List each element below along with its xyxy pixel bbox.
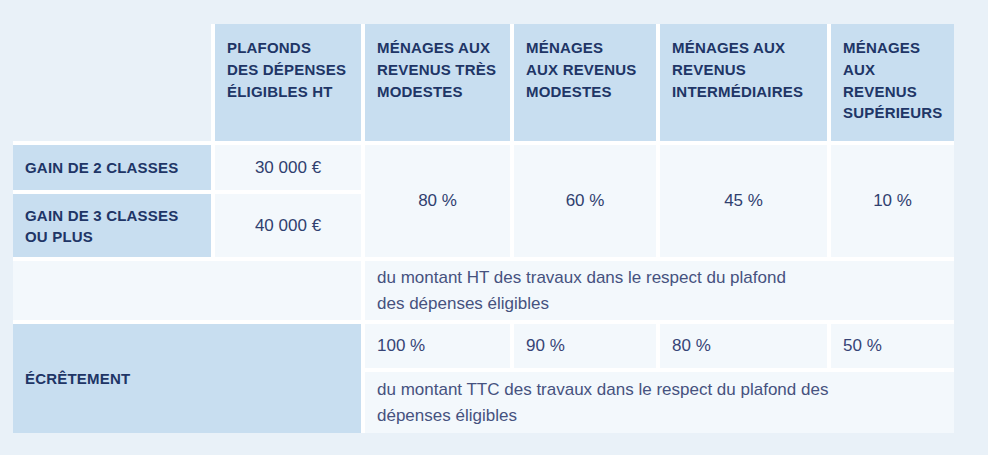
col-header-revenus-intermediaires: MÉNAGES AUX REVENUS INTERMÉDIAIRES	[658, 24, 829, 143]
row-header-ecretement: ÉCRÊTEMENT	[13, 322, 363, 433]
note-montant-ht: du montant HT des travaux dans le respec…	[363, 259, 954, 322]
header-row: PLAFONDS DES DÉPENSES ÉLIGIBLES HT MÉNAG…	[13, 24, 954, 143]
col-header-revenus-superieurs: MÉNAGES AUX REVENUS SUPÉRIEURS	[829, 24, 954, 143]
cell-ecretement-modestes: 90 %	[512, 322, 658, 370]
page: PLAFONDS DES DÉPENSES ÉLIGIBLES HT MÉNAG…	[0, 0, 988, 455]
cell-rate-superieurs: 10 %	[829, 143, 954, 259]
cell-rate-intermediaires: 45 %	[658, 143, 829, 259]
note-montant-ttc: du montant TTC des travaux dans le respe…	[363, 370, 954, 433]
cell-ecretement-intermediaires: 80 %	[658, 322, 829, 370]
row-gain-2-classes: GAIN DE 2 CLASSES 30 000 € 80 % 60 % 45 …	[13, 143, 954, 192]
cell-plafond-gain-2: 30 000 €	[213, 143, 363, 192]
col-header-plafonds-depenses: PLAFONDS DES DÉPENSES ÉLIGIBLES HT	[213, 24, 363, 143]
cell-plafond-gain-3: 40 000 €	[213, 192, 363, 259]
cell-rate-modestes: 60 %	[512, 143, 658, 259]
cell-rate-tres-modestes: 80 %	[363, 143, 512, 259]
row-ecretement-rates: ÉCRÊTEMENT 100 % 90 % 80 % 50 %	[13, 322, 954, 370]
cell-note-ht-spacer	[13, 259, 363, 322]
col-header-revenus-modestes: MÉNAGES AUX REVENUS MODESTES	[512, 24, 658, 143]
cell-ecretement-superieurs: 50 %	[829, 322, 954, 370]
row-header-gain-3-classes: GAIN DE 3 CLASSES OU PLUS	[13, 192, 213, 259]
aid-rates-table: PLAFONDS DES DÉPENSES ÉLIGIBLES HT MÉNAG…	[13, 24, 954, 433]
col-header-revenus-tres-modestes: MÉNAGES AUX REVENUS TRÈS MODESTES	[363, 24, 512, 143]
corner-empty-cell	[13, 24, 213, 143]
row-header-gain-2-classes: GAIN DE 2 CLASSES	[13, 143, 213, 192]
cell-ecretement-tres-modestes: 100 %	[363, 322, 512, 370]
row-note-montant-ht: du montant HT des travaux dans le respec…	[13, 259, 954, 322]
